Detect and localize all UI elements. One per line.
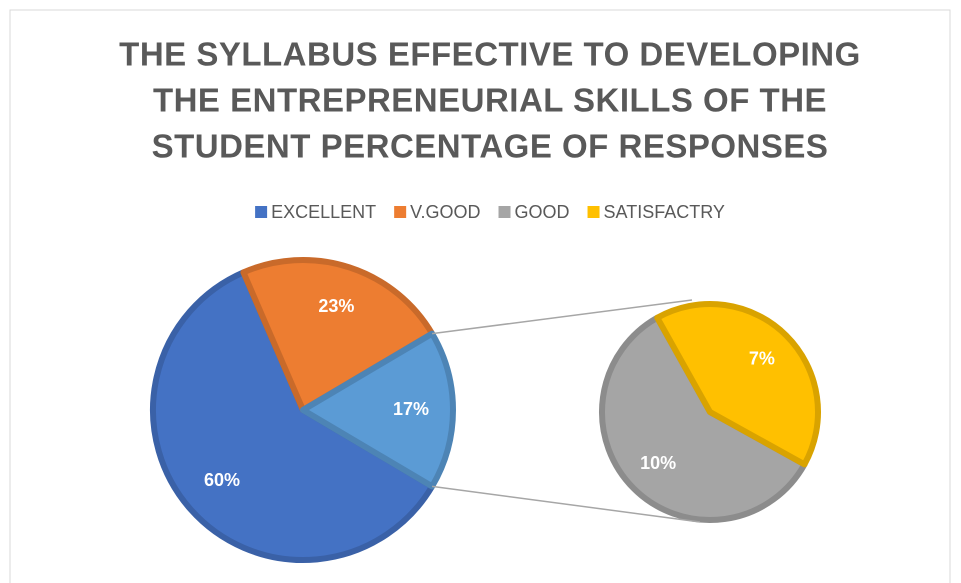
legend-label: EXCELLENT: [271, 202, 376, 222]
chart-title: THE ENTREPRENEURIAL SKILLS OF THE: [153, 82, 827, 119]
pie-slice: [654, 301, 821, 468]
data-label: 17%: [393, 399, 429, 419]
data-label: 10%: [640, 453, 676, 473]
legend-label: V.GOOD: [410, 202, 480, 222]
connector-line: [432, 299, 693, 335]
legend-swatch: [498, 206, 511, 218]
legend-swatch: [255, 206, 268, 218]
pie-slice: [240, 257, 436, 413]
pie-slice: [150, 269, 436, 563]
data-label: 23%: [318, 296, 354, 316]
legend-label: SATISFACTRY: [604, 202, 725, 222]
chart-frame: [9, 9, 951, 583]
chart-title: THE SYLLABUS EFFECTIVE TO DEVELOPING: [119, 36, 861, 73]
legend-swatch: [587, 206, 600, 218]
pie-slice: [300, 330, 456, 490]
chart-title: STUDENT PERCENTAGE OF RESPONSES: [152, 128, 829, 165]
connector-line: [432, 485, 701, 523]
data-label: 60%: [204, 470, 240, 490]
data-label: 7%: [749, 349, 775, 369]
pie-slice: [599, 314, 808, 523]
legend-label: GOOD: [515, 202, 570, 222]
legend-swatch: [394, 206, 407, 218]
